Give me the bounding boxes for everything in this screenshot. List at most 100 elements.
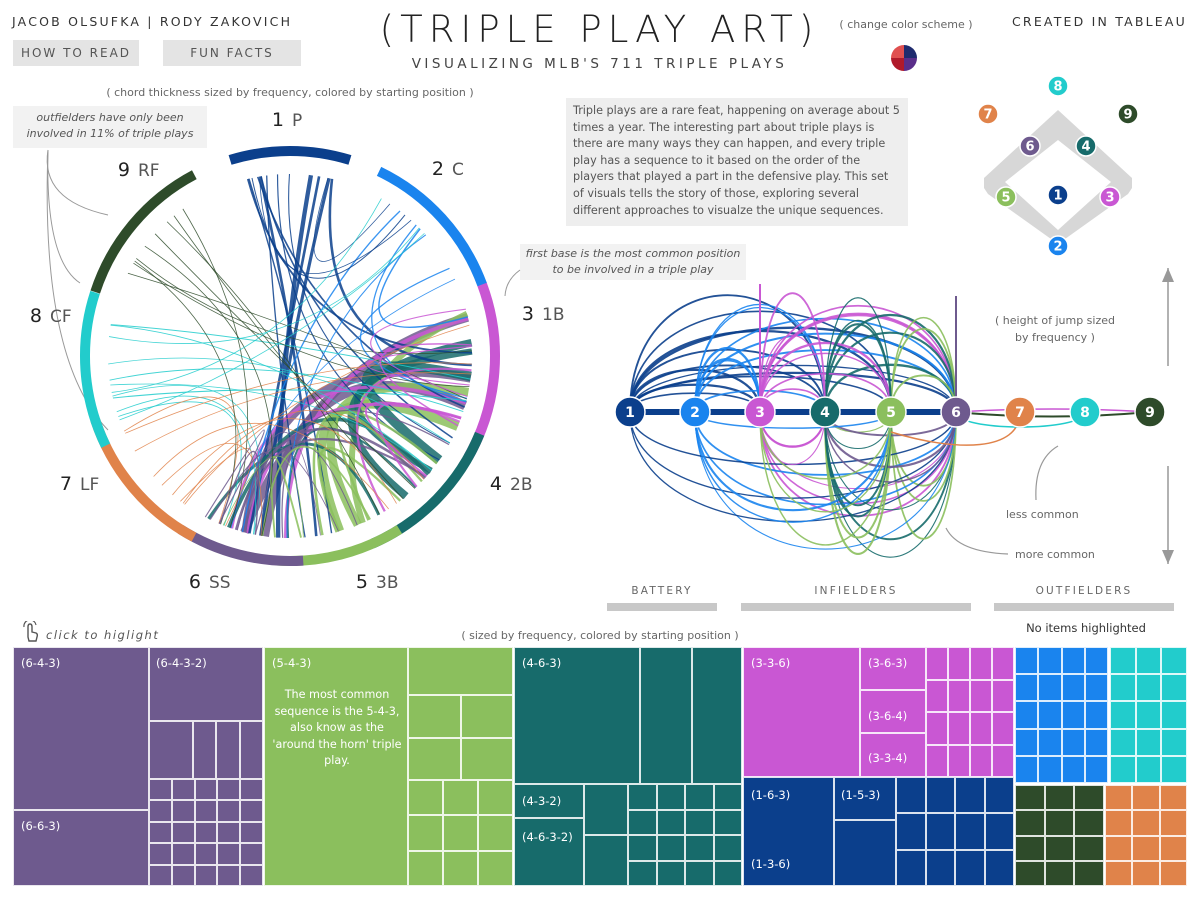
treemap-cell[interactable]	[1159, 810, 1187, 836]
treemap-cell[interactable]	[1038, 728, 1062, 756]
treemap-cell[interactable]	[1161, 728, 1187, 756]
treemap-cell[interactable]	[1132, 860, 1160, 886]
treemap-cell[interactable]	[1038, 701, 1062, 729]
treemap-cell[interactable]	[1044, 810, 1075, 836]
treemap-cell[interactable]	[478, 815, 513, 851]
treemap-cell[interactable]	[443, 780, 478, 816]
treemap-cell[interactable]	[656, 860, 685, 886]
treemap-cell[interactable]	[713, 860, 742, 886]
treemap-cell[interactable]	[171, 843, 195, 865]
treemap-cell[interactable]	[1110, 755, 1136, 783]
treemap-cell[interactable]	[948, 712, 970, 745]
treemap-cell[interactable]	[217, 800, 241, 822]
treemap-cell[interactable]	[1038, 674, 1062, 702]
treemap-cell-1-6-3[interactable]	[743, 777, 834, 886]
treemap-cell[interactable]	[1110, 701, 1136, 729]
treemap-cell[interactable]	[1135, 701, 1162, 729]
treemap-cell[interactable]	[149, 721, 193, 779]
treemap-cell[interactable]	[1015, 810, 1045, 836]
treemap-cell[interactable]	[1084, 755, 1108, 783]
treemap-cell[interactable]	[1015, 785, 1045, 811]
treemap-cell[interactable]	[1074, 810, 1104, 836]
treemap-cell[interactable]	[584, 835, 628, 886]
treemap-cell-1-5-3[interactable]	[834, 777, 896, 820]
treemap-cell[interactable]	[926, 679, 948, 712]
treemap-cell[interactable]	[640, 647, 692, 784]
treemap-cell[interactable]	[713, 809, 742, 835]
treemap-cell[interactable]	[1044, 860, 1075, 886]
treemap-cell[interactable]	[240, 864, 263, 886]
treemap-cell[interactable]	[408, 695, 461, 738]
treemap-cell[interactable]	[896, 777, 926, 814]
treemap-cell-4-6-3[interactable]	[514, 647, 640, 784]
treemap-cell[interactable]	[948, 744, 970, 777]
treemap-cell[interactable]	[1161, 755, 1187, 783]
treemap-cell[interactable]	[1159, 860, 1187, 886]
treemap-cell-3-6-4[interactable]	[860, 690, 926, 733]
treemap-cell[interactable]	[1044, 785, 1075, 811]
arc-diagram[interactable]: 1 2 3 4 5 6 7 8 9	[600, 270, 1180, 590]
treemap-cell[interactable]	[217, 843, 241, 865]
treemap-cell[interactable]	[992, 679, 1014, 712]
treemap-cell[interactable]	[1161, 701, 1187, 729]
treemap-cell[interactable]	[408, 647, 513, 695]
treemap-cell[interactable]	[1105, 835, 1133, 861]
treemap-cell[interactable]	[1084, 701, 1108, 729]
treemap-cell[interactable]	[1061, 755, 1085, 783]
treemap-cell[interactable]	[1044, 835, 1075, 861]
treemap-cell[interactable]	[478, 850, 513, 886]
treemap-cell[interactable]	[1105, 810, 1133, 836]
treemap-cell[interactable]	[1159, 785, 1187, 811]
treemap-cell[interactable]	[1061, 647, 1085, 675]
treemap-cell[interactable]	[925, 777, 955, 814]
treemap-cell[interactable]	[1074, 835, 1104, 861]
treemap-cell[interactable]	[171, 864, 195, 886]
treemap-cell[interactable]	[1132, 785, 1160, 811]
treemap-cell[interactable]	[408, 850, 443, 886]
treemap-cell[interactable]	[970, 679, 992, 712]
treemap-cell[interactable]	[240, 821, 263, 844]
treemap-cell[interactable]	[1132, 835, 1160, 861]
treemap-cell[interactable]	[685, 809, 714, 835]
treemap-cell[interactable]	[460, 737, 513, 780]
treemap-cell[interactable]	[1084, 674, 1108, 702]
treemap-cell[interactable]	[240, 843, 263, 865]
treemap-cell-6-4-3-2[interactable]	[149, 647, 263, 721]
treemap-cell[interactable]	[628, 860, 657, 886]
treemap-cell[interactable]	[240, 800, 263, 822]
treemap-cell[interactable]	[217, 779, 241, 801]
treemap-cell[interactable]	[1061, 674, 1085, 702]
treemap-cell[interactable]	[1015, 674, 1039, 702]
treemap-cell[interactable]	[584, 784, 628, 835]
treemap-cell[interactable]	[1135, 647, 1162, 675]
treemap-cell[interactable]	[970, 712, 992, 745]
treemap-cell[interactable]	[408, 815, 443, 851]
treemap-cell[interactable]	[984, 849, 1014, 886]
treemap-cell-6-4-3[interactable]	[13, 647, 149, 810]
treemap-cell[interactable]	[948, 679, 970, 712]
treemap-cell[interactable]	[1015, 728, 1039, 756]
treemap-cell[interactable]	[628, 784, 657, 810]
treemap-cell-6-6-3[interactable]	[13, 810, 149, 886]
treemap-cell[interactable]	[992, 647, 1014, 680]
treemap-cell[interactable]	[925, 813, 955, 850]
treemap-cell[interactable]	[149, 864, 172, 886]
treemap-cell[interactable]	[149, 800, 172, 822]
treemap-cell[interactable]	[970, 647, 992, 680]
treemap-cell[interactable]	[926, 744, 948, 777]
treemap-cell[interactable]	[149, 821, 172, 844]
treemap-cell[interactable]	[1110, 728, 1136, 756]
treemap-cell[interactable]	[149, 843, 172, 865]
treemap-cell[interactable]	[1061, 701, 1085, 729]
treemap-cell[interactable]	[1038, 647, 1062, 675]
treemap-cell[interactable]	[926, 712, 948, 745]
treemap-cell[interactable]	[896, 813, 926, 850]
treemap-cell[interactable]	[1084, 647, 1108, 675]
treemap-cell[interactable]	[713, 784, 742, 810]
treemap-cell[interactable]	[478, 780, 513, 816]
treemap-cell[interactable]	[896, 849, 926, 886]
treemap-cell[interactable]	[194, 843, 218, 865]
treemap-cell[interactable]	[1061, 728, 1085, 756]
treemap-cell[interactable]	[925, 849, 955, 886]
treemap-cell[interactable]	[171, 821, 195, 844]
